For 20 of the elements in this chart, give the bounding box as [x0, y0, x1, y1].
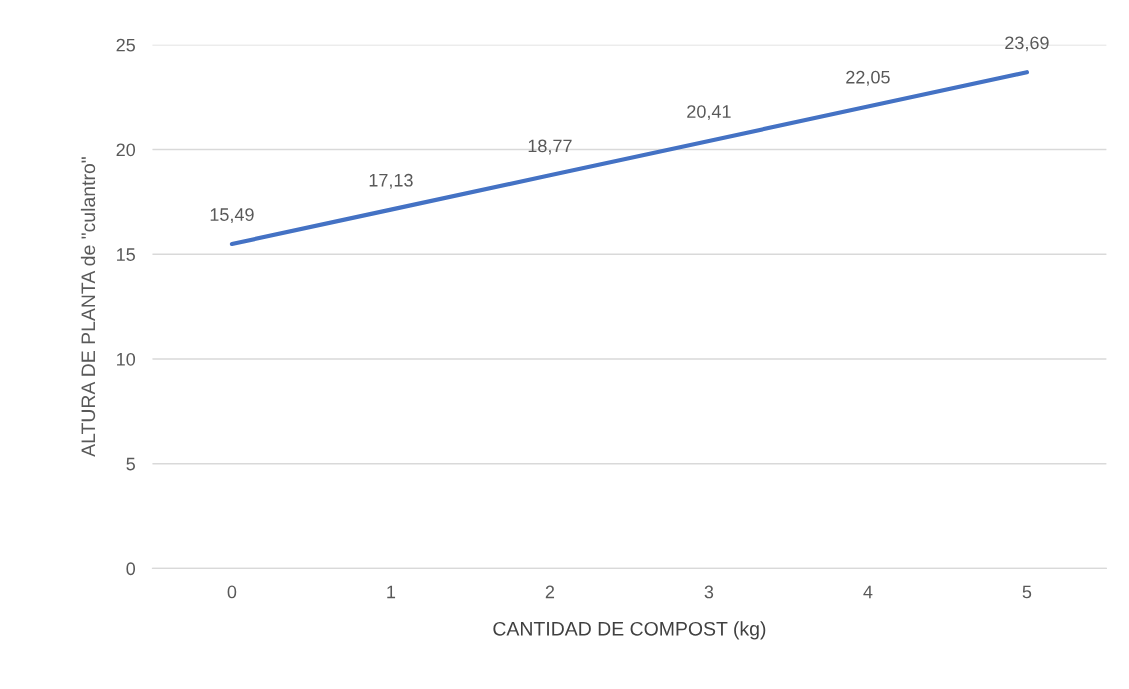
data-label: 22,05 [846, 70, 890, 86]
y-tick-label: 25 [116, 38, 135, 52]
y-tick-label: 20 [116, 143, 136, 157]
x-tick-label: 1 [387, 585, 396, 599]
x-tick-label: 5 [1022, 585, 1032, 599]
y-tick-label: 5 [126, 457, 135, 471]
data-label: 17,13 [369, 173, 413, 189]
data-label: 18,77 [528, 139, 572, 155]
x-tick-label: 2 [545, 585, 555, 599]
x-tick-label: 0 [227, 585, 237, 599]
y-tick-label: 15 [117, 248, 135, 261]
y-tick-label: 0 [126, 562, 136, 576]
y-tick-label: 10 [117, 352, 136, 366]
x-tick-label: 3 [704, 585, 714, 599]
data-label: 20,41 [687, 105, 731, 121]
data-label: 15,49 [210, 208, 254, 224]
x-tick-label: 4 [863, 585, 873, 599]
data-label: 23,69 [1005, 36, 1049, 52]
y-axis-title: ALTURA DE PLANTA de "culantro" [80, 157, 96, 457]
x-axis-title: CANTIDAD DE COMPOST (kg) [493, 621, 766, 640]
